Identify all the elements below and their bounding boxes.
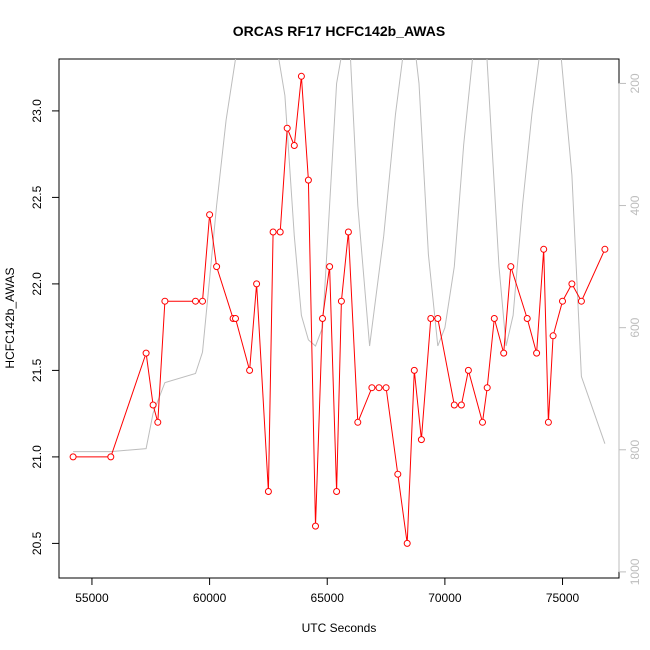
y2-tick-label: 400 xyxy=(628,195,642,215)
data-point xyxy=(354,418,362,426)
data-point xyxy=(368,384,376,392)
data-point xyxy=(479,418,486,426)
data-point xyxy=(206,211,214,219)
data-point xyxy=(540,245,548,253)
data-point xyxy=(199,297,206,305)
data-point xyxy=(464,366,472,374)
data-point xyxy=(500,349,508,357)
data-point xyxy=(559,297,566,305)
data-point xyxy=(382,384,390,392)
data-point xyxy=(319,315,326,322)
y-tick-label: 23.0 xyxy=(30,99,44,123)
y-tick-label: 21.5 xyxy=(30,358,44,382)
y2-tick-label: 600 xyxy=(628,317,642,337)
data-point xyxy=(507,263,515,271)
data-point xyxy=(290,142,298,149)
y-axis-label: HCFC142b_AWAS xyxy=(3,267,17,368)
plot-frame xyxy=(58,58,620,579)
data-point xyxy=(544,418,552,426)
data-point xyxy=(434,315,442,322)
data-point xyxy=(549,332,557,340)
data-point xyxy=(312,522,319,530)
chart-title: ORCAS RF17 HCFC142b_AWAS xyxy=(233,23,445,39)
data-point xyxy=(337,297,345,305)
data-point xyxy=(533,349,541,357)
data-point xyxy=(450,401,458,409)
x-tick-label: 65000 xyxy=(311,591,345,605)
y2-tick-label: 1000 xyxy=(628,558,642,585)
data-point xyxy=(410,366,418,374)
data-point xyxy=(232,315,239,322)
data-point xyxy=(394,470,402,478)
data-point xyxy=(490,315,498,322)
data-point xyxy=(213,263,221,271)
data-point xyxy=(264,488,272,495)
data-point xyxy=(577,297,585,305)
y-tick-label: 21.0 xyxy=(30,445,44,469)
x-tick-label: 60000 xyxy=(193,591,227,605)
data-point xyxy=(304,176,312,184)
data-point xyxy=(246,366,254,374)
data-point xyxy=(457,401,465,409)
primary-series-line xyxy=(73,76,606,544)
data-point xyxy=(276,228,284,236)
plot-area: 55000 60000 65000 70000 75000 20.5 21.0 21.5 22.… xyxy=(30,58,642,605)
data-point xyxy=(417,436,425,444)
x-tick-label: 75000 xyxy=(546,591,580,605)
data-point xyxy=(403,539,411,547)
data-point xyxy=(107,453,115,461)
x-axis-label: UTC Seconds xyxy=(302,621,377,635)
data-point xyxy=(344,228,352,236)
data-point xyxy=(283,124,291,132)
data-point xyxy=(523,315,531,322)
y-tick-label: 22.5 xyxy=(30,185,44,209)
data-point xyxy=(297,72,305,80)
data-point xyxy=(601,245,609,253)
data-point xyxy=(333,488,341,495)
data-point xyxy=(375,384,383,392)
y2-tick-label: 200 xyxy=(628,73,642,93)
data-point xyxy=(149,401,157,409)
data-point xyxy=(253,280,261,288)
x-tick-label: 55000 xyxy=(75,591,109,605)
data-point xyxy=(483,384,491,392)
data-point xyxy=(154,418,162,426)
data-point xyxy=(192,297,199,305)
data-point xyxy=(427,315,435,322)
y-tick-label: 20.5 xyxy=(30,531,44,555)
data-point xyxy=(161,297,169,305)
x-tick-label: 70000 xyxy=(428,591,462,605)
data-point xyxy=(69,453,77,461)
data-point xyxy=(326,263,334,271)
data-point xyxy=(142,349,150,357)
data-point xyxy=(568,280,576,288)
y-tick-label: 22.0 xyxy=(30,272,44,296)
data-point xyxy=(269,228,277,236)
y2-tick-label: 800 xyxy=(628,439,642,459)
